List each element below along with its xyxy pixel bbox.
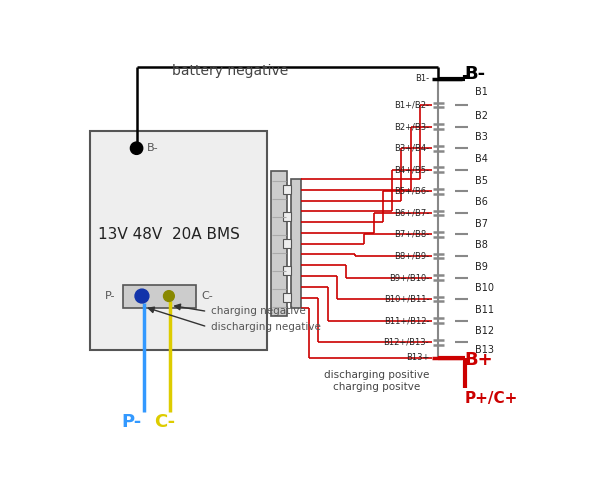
Text: charging negative: charging negative	[211, 306, 306, 316]
Text: B9: B9	[475, 262, 488, 272]
Text: B+: B+	[464, 351, 493, 369]
Text: B2+/B3-: B2+/B3-	[394, 122, 429, 131]
Text: B10: B10	[475, 283, 494, 293]
Circle shape	[130, 142, 143, 154]
Text: P-: P-	[122, 413, 142, 431]
Text: discharging negative: discharging negative	[211, 322, 321, 332]
Text: B10+/B11-: B10+/B11-	[383, 294, 429, 304]
Text: B11: B11	[475, 305, 494, 315]
Text: B9+/B10-: B9+/B10-	[389, 273, 429, 282]
Text: B4: B4	[475, 154, 488, 164]
Text: B2: B2	[475, 111, 488, 121]
Text: C-: C-	[154, 413, 176, 431]
Text: charging positve: charging positve	[333, 382, 421, 392]
Text: B13+: B13+	[406, 353, 429, 362]
Bar	[283, 185, 290, 195]
Text: B7: B7	[475, 218, 488, 228]
Bar	[283, 239, 290, 248]
Bar	[91, 130, 268, 350]
Bar	[283, 212, 290, 221]
Text: P-: P-	[104, 291, 115, 301]
Text: battery negative: battery negative	[172, 64, 289, 78]
Circle shape	[164, 291, 174, 302]
Text: B-: B-	[148, 143, 159, 153]
Text: B6: B6	[475, 197, 488, 207]
Text: B3: B3	[475, 132, 488, 142]
Bar	[271, 171, 287, 316]
Circle shape	[135, 289, 149, 303]
Text: B7+/B8-: B7+/B8-	[394, 230, 429, 239]
Bar	[283, 266, 290, 275]
Text: B-: B-	[464, 65, 486, 83]
Text: B4+/B5-: B4+/B5-	[394, 165, 429, 174]
Text: B8: B8	[475, 240, 488, 250]
Bar	[123, 284, 196, 308]
Text: B11+/B12-: B11+/B12-	[383, 316, 429, 325]
Text: B1+/B2-: B1+/B2-	[394, 100, 429, 109]
Text: B8+/B9-: B8+/B9-	[394, 251, 429, 261]
Text: B3+/B4-: B3+/B4-	[394, 144, 429, 152]
Text: B1-: B1-	[415, 75, 429, 84]
Text: C-: C-	[201, 291, 213, 301]
Bar	[283, 293, 290, 302]
Text: 13V 48V  20A BMS: 13V 48V 20A BMS	[98, 227, 240, 242]
Text: discharging positive: discharging positive	[324, 370, 430, 380]
Text: B5+/B6-: B5+/B6-	[394, 187, 429, 196]
Text: B6+/B7-: B6+/B7-	[394, 208, 429, 217]
Text: B1: B1	[475, 87, 488, 97]
Text: B12+/B13-: B12+/B13-	[383, 338, 429, 347]
Text: B5: B5	[475, 175, 488, 185]
Text: B13: B13	[475, 345, 494, 355]
Text: P+/C+: P+/C+	[464, 391, 518, 406]
Bar	[290, 179, 301, 308]
Text: B12: B12	[475, 326, 494, 337]
